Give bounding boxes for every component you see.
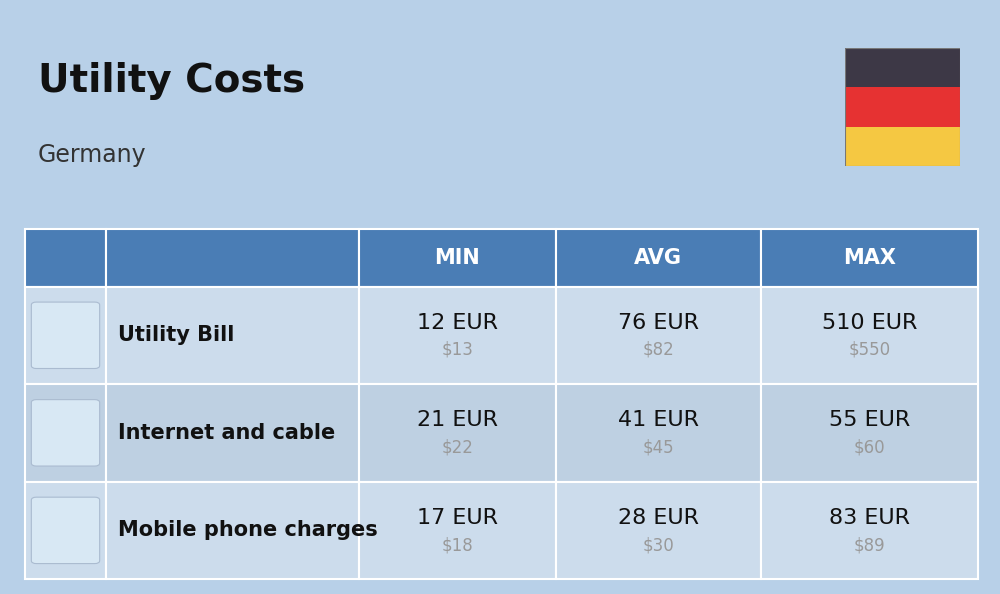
Text: $30: $30 xyxy=(642,536,674,554)
Text: 21 EUR: 21 EUR xyxy=(417,410,498,430)
Bar xyxy=(845,48,960,87)
Text: $82: $82 xyxy=(642,341,674,359)
Text: $18: $18 xyxy=(441,536,473,554)
Text: $89: $89 xyxy=(854,536,885,554)
Text: MAX: MAX xyxy=(843,248,896,268)
Bar xyxy=(845,87,960,127)
Text: Utility Costs: Utility Costs xyxy=(38,62,305,100)
Text: Utility Bill: Utility Bill xyxy=(118,326,234,345)
Bar xyxy=(845,127,960,166)
Text: Germany: Germany xyxy=(38,143,147,166)
Text: MIN: MIN xyxy=(434,248,480,268)
Text: Mobile phone charges: Mobile phone charges xyxy=(118,520,378,541)
Text: 12 EUR: 12 EUR xyxy=(417,312,498,333)
Text: $22: $22 xyxy=(441,438,473,456)
Text: 510 EUR: 510 EUR xyxy=(822,312,917,333)
Text: 83 EUR: 83 EUR xyxy=(829,508,910,527)
Text: 55 EUR: 55 EUR xyxy=(829,410,910,430)
Text: 17 EUR: 17 EUR xyxy=(417,508,498,527)
Text: 28 EUR: 28 EUR xyxy=(618,508,699,527)
Text: $550: $550 xyxy=(848,341,890,359)
Text: $13: $13 xyxy=(441,341,473,359)
Text: Internet and cable: Internet and cable xyxy=(118,423,335,443)
Text: 41 EUR: 41 EUR xyxy=(618,410,699,430)
Text: AVG: AVG xyxy=(634,248,682,268)
Text: 76 EUR: 76 EUR xyxy=(618,312,699,333)
Text: $60: $60 xyxy=(854,438,885,456)
Text: $45: $45 xyxy=(642,438,674,456)
